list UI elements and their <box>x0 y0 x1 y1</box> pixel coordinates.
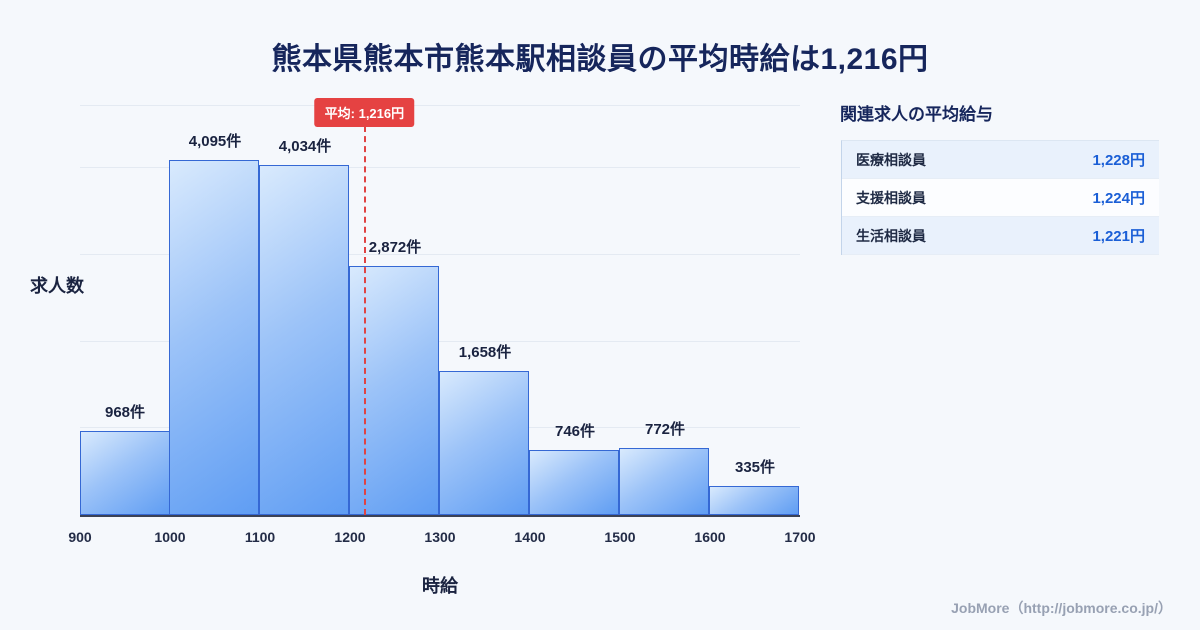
x-axis-tick: 1300 <box>424 529 456 545</box>
y-axis-label: 求人数 <box>30 276 84 296</box>
related-salary-label: 支援相談員 <box>856 189 926 206</box>
related-salary-value: 1,228円 <box>1092 152 1145 169</box>
bar-value-label: 4,095件 <box>188 132 242 150</box>
histogram-bar <box>708 485 799 515</box>
bar-value-label: 4,034件 <box>278 138 332 156</box>
related-salary-value: 1,221円 <box>1092 228 1145 245</box>
bar-value-label: 746件 <box>554 423 596 441</box>
histogram-bar <box>348 266 439 515</box>
related-salary-row: 医療相談員 1,228円 <box>842 141 1159 179</box>
average-label: 平均: 1,216円 <box>314 98 415 127</box>
bar-value-label: 1,658件 <box>458 344 512 362</box>
x-axis-tick: 1000 <box>154 529 186 545</box>
gridline <box>80 253 800 255</box>
histogram-bar <box>258 165 349 515</box>
histogram-bar <box>618 448 709 515</box>
gridline <box>80 167 800 169</box>
x-axis-tick: 1200 <box>334 529 366 545</box>
side-panel-heading: 関連求人の平均給与 <box>840 105 993 124</box>
x-axis-tick: 1400 <box>514 529 546 545</box>
bar-value-label: 335件 <box>734 458 776 476</box>
related-salary-row: 支援相談員 1,224円 <box>842 179 1159 217</box>
x-axis-tick: 1600 <box>694 529 726 545</box>
bar-value-label: 2,872件 <box>368 239 422 256</box>
related-salary-row: 生活相談員 1,221円 <box>842 217 1159 255</box>
x-axis-tick: 1100 <box>244 529 276 545</box>
x-axis-label: 時給 <box>422 576 458 596</box>
footer-credit: JobMore（http://jobmore.co.jp/） <box>951 600 1172 616</box>
histogram-bar <box>80 431 170 515</box>
gridline <box>80 340 800 342</box>
page-title: 熊本県熊本市熊本駅相談員の平均時給は1,216円 <box>271 43 929 76</box>
related-salary-value: 1,224円 <box>1092 190 1145 207</box>
histogram-bar <box>168 159 259 515</box>
bar-value-label: 772件 <box>644 421 686 439</box>
related-salary-label: 生活相談員 <box>856 227 926 244</box>
x-axis-tick: 1700 <box>784 529 816 545</box>
x-axis-tick: 900 <box>68 529 92 545</box>
chart-plot: 平均: 1,216円 968件 4,095件 4,034件 2,872件 1,658件 7… <box>68 98 816 545</box>
bar-value-label: 968件 <box>104 404 146 422</box>
histogram-bar <box>438 371 529 515</box>
related-salary-label: 医療相談員 <box>856 151 926 168</box>
x-axis-tick: 1500 <box>604 529 636 545</box>
histogram-bar <box>528 450 619 515</box>
average-line <box>364 126 367 515</box>
related-salaries-table: 医療相談員 1,228円支援相談員 1,224円生活相談員 1,221円 <box>841 140 1159 255</box>
